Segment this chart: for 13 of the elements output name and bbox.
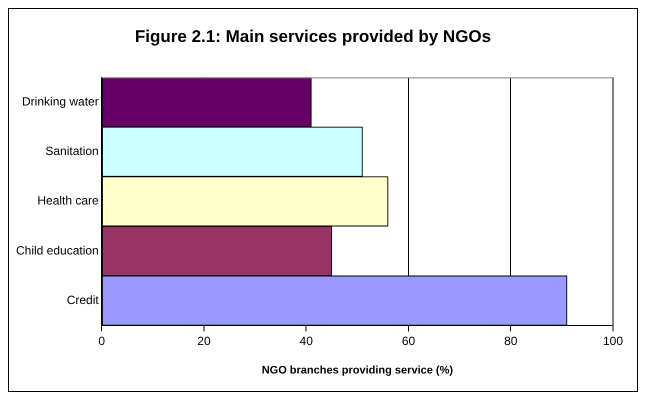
y-tick-label: Child education xyxy=(16,243,99,258)
x-axis-title: NGO branches providing service (%) xyxy=(262,364,454,376)
x-tick-label: 100 xyxy=(602,334,624,348)
chart-title: Figure 2.1: Main services provided by NGOs xyxy=(134,26,492,46)
y-tick-label: Sanitation xyxy=(45,144,99,158)
x-tick-label: 80 xyxy=(504,334,518,348)
x-tick-label: 40 xyxy=(300,334,314,348)
x-tick-label: 0 xyxy=(98,334,106,348)
y-tick-label: Drinking water xyxy=(22,94,99,109)
y-tick-label: Health care xyxy=(37,194,100,208)
x-tick-label: 60 xyxy=(402,334,416,348)
y-tick-label: Credit xyxy=(66,292,100,307)
x-tick-label: 20 xyxy=(197,334,211,348)
